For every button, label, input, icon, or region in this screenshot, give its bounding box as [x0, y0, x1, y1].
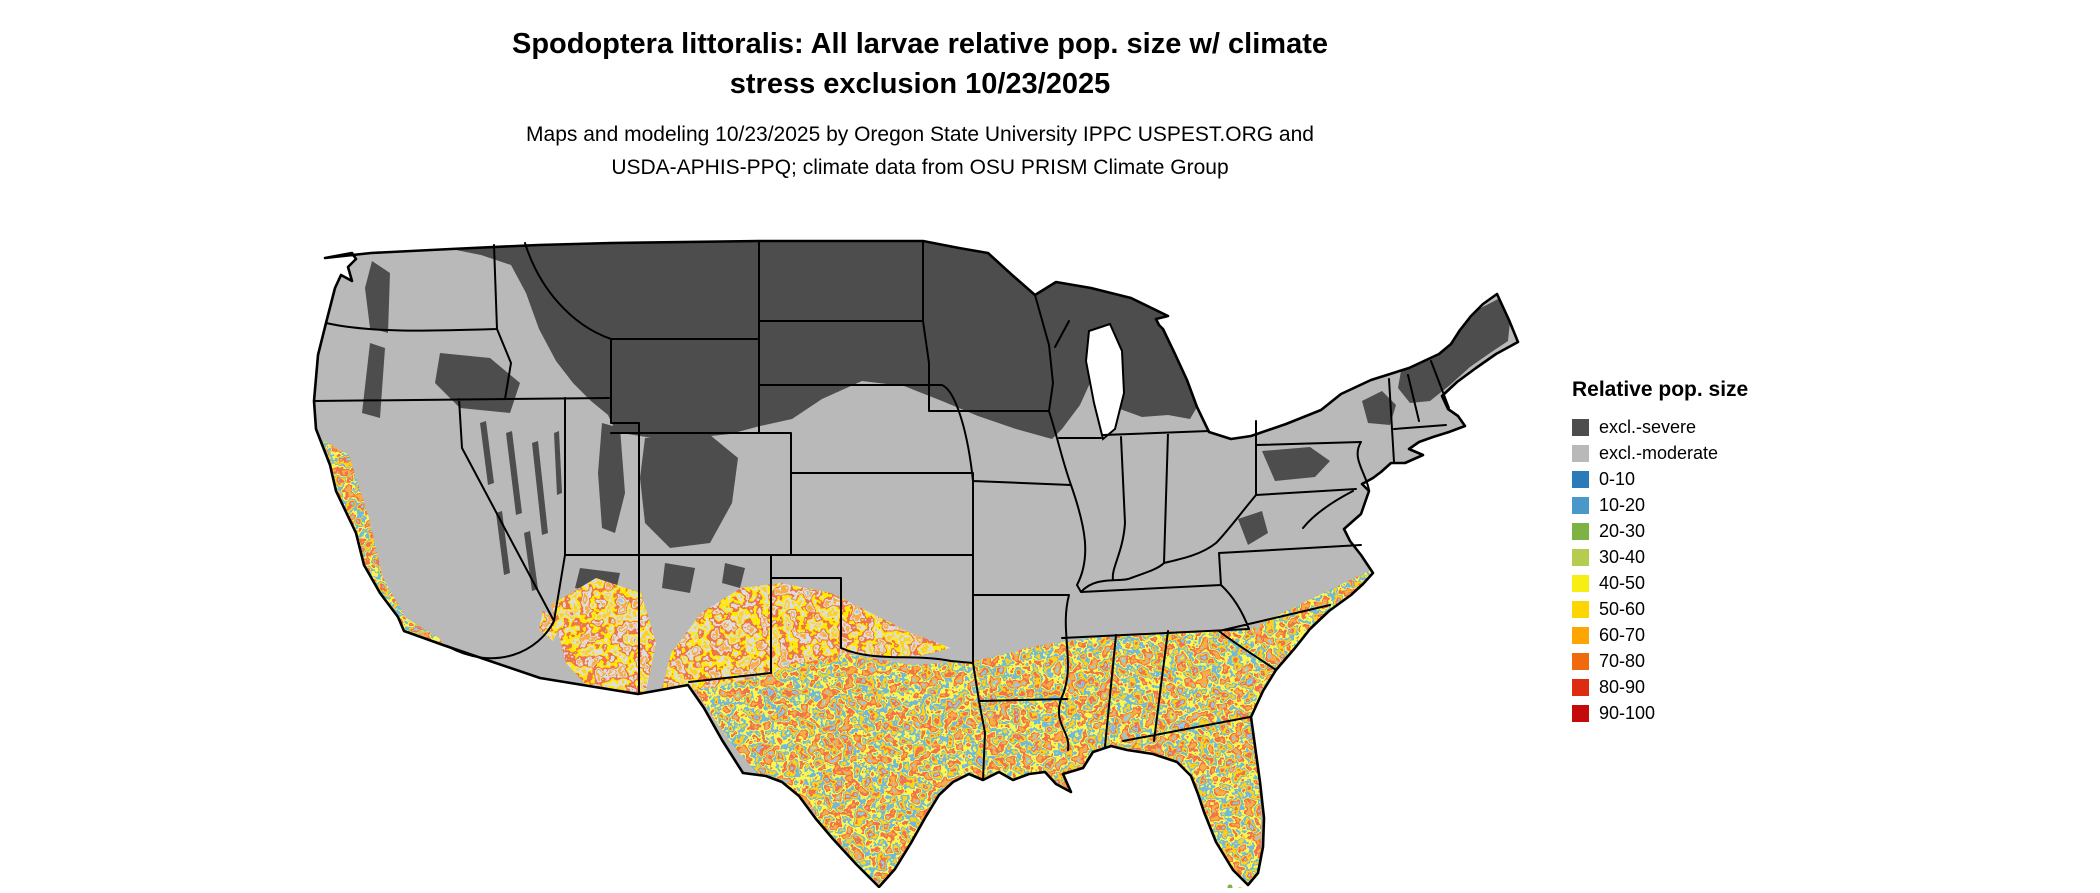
legend-item-label: 90-100: [1599, 702, 1656, 723]
legend-swatch: [1572, 678, 1589, 696]
legend-item-label: 10-20: [1599, 494, 1646, 515]
legend-item-label: excl.-moderate: [1599, 442, 1719, 463]
legend-item-label: 30-40: [1599, 546, 1646, 567]
legend-swatch: [1572, 548, 1589, 566]
legend-item-label: excl.-severe: [1599, 416, 1697, 437]
legend-item: 40-50: [1572, 570, 1748, 596]
legend-item-label: 50-60: [1599, 598, 1646, 619]
legend-swatch: [1572, 470, 1589, 488]
legend-item: 0-10: [1572, 466, 1748, 492]
severe-exclusion-region: [362, 241, 1510, 595]
legend-swatch: [1572, 704, 1589, 722]
title-block: Spodoptera littoralis: All larvae relati…: [310, 0, 1530, 184]
legend-item-label: 80-90: [1599, 676, 1646, 697]
legend-items: excl.-severe excl.-moderate 0-10 10-20 2…: [1572, 414, 1748, 726]
legend-item-label: 0-10: [1599, 468, 1636, 489]
legend-item: 50-60: [1572, 596, 1748, 622]
legend-swatch: [1572, 652, 1589, 670]
legend-item-label: 40-50: [1599, 572, 1646, 593]
legend-swatch: [1572, 496, 1589, 514]
us-map: [310, 233, 1530, 893]
legend-swatch: [1572, 418, 1589, 436]
us-map-svg: [312, 239, 1520, 893]
legend-swatch: [1572, 522, 1589, 540]
map-title-line2: stress exclusion 10/23/2025: [729, 68, 1111, 100]
legend-item: excl.-moderate: [1572, 440, 1748, 466]
legend: Relative pop. size excl.-severe excl.-mo…: [1572, 378, 1748, 726]
legend-item: 10-20: [1572, 492, 1748, 518]
lake-michigan: [1084, 322, 1126, 441]
legend-item: 20-30: [1572, 518, 1748, 544]
subtitle-block: Maps and modeling 10/23/2025 by Oregon S…: [310, 118, 1530, 184]
map-subtitle-line2: USDA-APHIS-PPQ; climate data from OSU PR…: [611, 156, 1229, 179]
legend-item-label: 70-80: [1599, 650, 1646, 671]
west-texas-newmexico-region: [661, 583, 951, 693]
legend-item-label: 20-30: [1599, 520, 1646, 541]
map-subtitle-line1: Maps and modeling 10/23/2025 by Oregon S…: [526, 123, 1314, 146]
legend-item: 60-70: [1572, 622, 1748, 648]
legend-item: 80-90: [1572, 674, 1748, 700]
legend-swatch: [1572, 600, 1589, 618]
legend-item: 30-40: [1572, 544, 1748, 570]
state-borders: [313, 240, 1450, 781]
legend-swatch: [1572, 444, 1589, 462]
legend-item-label: 60-70: [1599, 624, 1646, 645]
map-title-line1: Spodoptera littoralis: All larvae relati…: [511, 28, 1328, 60]
arizona-region: [551, 578, 656, 701]
legend-swatch: [1572, 574, 1589, 592]
legend-title: Relative pop. size: [1572, 378, 1749, 401]
legend-item: 70-80: [1572, 648, 1748, 674]
legend-swatch: [1572, 626, 1589, 644]
california-coast-region: [314, 438, 447, 678]
legend-item: excl.-severe: [1572, 414, 1748, 440]
legend-item: 90-100: [1572, 700, 1748, 726]
